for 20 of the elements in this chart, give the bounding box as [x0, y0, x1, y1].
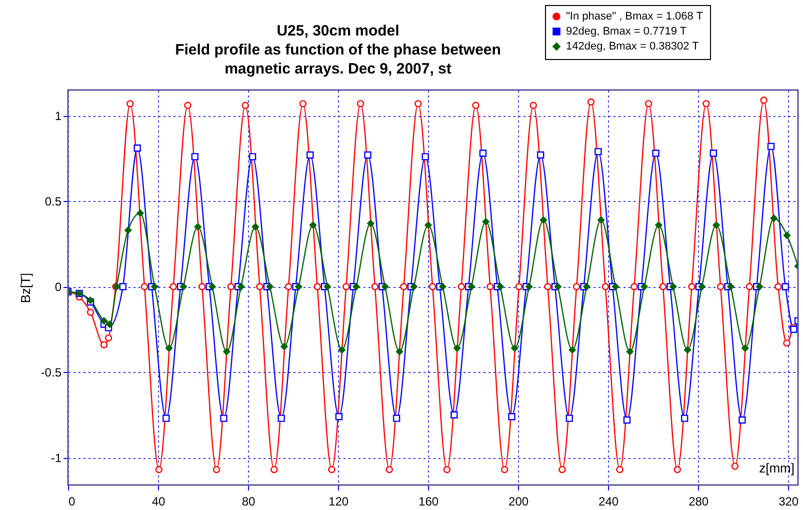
x-tick-label: 200 [508, 494, 529, 508]
y-tick-label: -0.5 [40, 366, 62, 380]
x-tick-label: 280 [688, 494, 709, 508]
x-tick-label: 320 [778, 494, 799, 508]
x-tick-label: 160 [418, 494, 439, 508]
x-tick-label: 0 [68, 494, 76, 508]
y-tick-label: 0 [54, 280, 62, 294]
legend-label: 142deg, Bmax = 0.38302 T [566, 40, 700, 52]
y-axis-title: Bz[T] [18, 272, 33, 304]
x-axis-title: z[mm] [759, 460, 794, 476]
x-tick-label: 40 [152, 494, 166, 508]
legend-label: "In phase" , Bmax = 1.068 T [566, 10, 704, 22]
y-tick-label: 0.5 [44, 194, 62, 209]
chart-title: U25, 30cm model Field profile as function of the phase between magnetic arrays. Dec 9, 2007, st [175, 22, 501, 78]
x-tick-label: 120 [328, 494, 349, 508]
y-tick-label: -1 [50, 451, 62, 466]
x-tick-label: 240 [598, 494, 619, 508]
legend-label: 92deg, Bmax = 0.7719 T [566, 26, 687, 38]
y-tick-label: 1 [54, 109, 62, 124]
x-tick-label: 80 [242, 494, 256, 508]
